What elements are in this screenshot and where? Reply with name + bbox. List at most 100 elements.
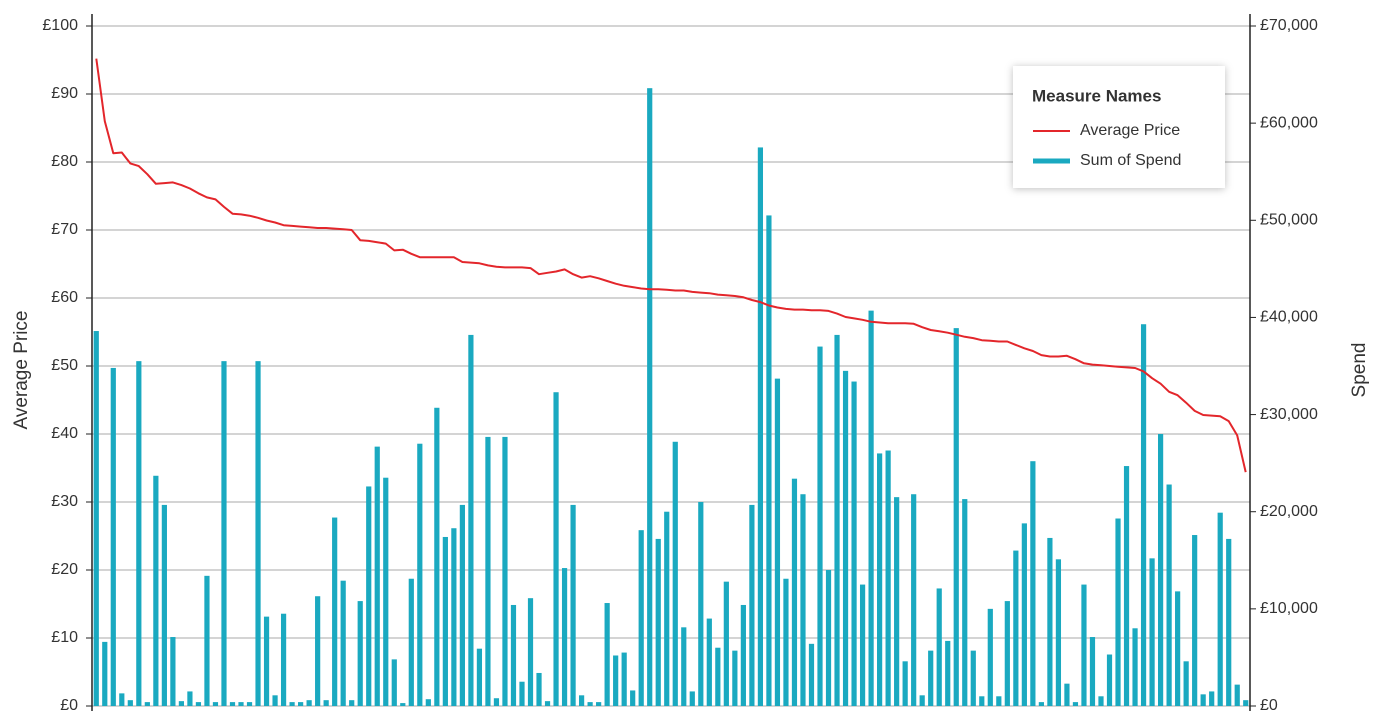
- bar: [996, 696, 1002, 706]
- bar: [783, 578, 789, 706]
- bar: [502, 436, 508, 706]
- bar: [1192, 535, 1198, 706]
- y-tick-label: £30: [51, 493, 78, 510]
- y-axis-title: Average Price: [11, 311, 32, 430]
- bar: [851, 381, 857, 706]
- legend-label: Sum of Spend: [1080, 152, 1181, 169]
- legend: Measure Names Average Price Sum of Spend: [1013, 66, 1225, 188]
- bar: [459, 504, 465, 706]
- bar: [527, 598, 534, 706]
- y-tick-label: £100: [42, 17, 78, 34]
- bar: [1038, 702, 1044, 706]
- ticks: £0 £10 £20 £30 £40 £50 £60 £70 £80 £90 £100 £0 £10,0…: [42, 17, 1318, 711]
- bar: [1098, 696, 1104, 706]
- bar: [1234, 684, 1240, 706]
- bar: [689, 691, 695, 706]
- bar: [1072, 702, 1079, 706]
- bar: [859, 584, 866, 706]
- y2-tick-label: £50,000: [1260, 212, 1318, 229]
- bar: [638, 530, 644, 706]
- bar: [791, 478, 798, 706]
- bar: [561, 568, 568, 706]
- bar: [442, 536, 448, 706]
- bar: [383, 477, 389, 706]
- bar: [391, 659, 397, 706]
- bar: [349, 700, 355, 706]
- bar: [732, 650, 738, 706]
- bar: [902, 661, 908, 706]
- bar: [161, 504, 167, 706]
- bar: [953, 328, 959, 706]
- y2-tick-label: £60,000: [1260, 114, 1318, 131]
- y2-tick-label: £20,000: [1260, 503, 1318, 520]
- bar: [587, 702, 593, 706]
- y2-tick-label: £30,000: [1260, 406, 1318, 423]
- bar: [1132, 628, 1138, 706]
- y-tick-label: £0: [60, 697, 78, 711]
- bar: [1106, 654, 1113, 706]
- bar: [136, 361, 142, 706]
- bar: [1149, 558, 1155, 706]
- bar: [928, 650, 934, 706]
- bar: [400, 703, 406, 706]
- bar: [229, 702, 236, 706]
- bar: [178, 701, 185, 706]
- bar: [723, 581, 729, 706]
- bar: [962, 499, 968, 706]
- bar: [451, 528, 457, 706]
- y-tick-label: £70: [51, 221, 78, 238]
- bar: [1115, 518, 1121, 706]
- bar: [1200, 694, 1206, 706]
- bar: [1081, 584, 1087, 706]
- bar: [766, 215, 772, 706]
- bar: [221, 361, 227, 706]
- y-tick-label: £50: [51, 357, 78, 374]
- bar: [102, 641, 108, 706]
- bar: [979, 696, 985, 706]
- bar: [374, 446, 380, 706]
- bar: [246, 702, 253, 706]
- y2-tick-label: £70,000: [1260, 17, 1318, 34]
- bar: [1030, 461, 1036, 706]
- bar: [332, 517, 338, 706]
- y-tick-label: £80: [51, 153, 78, 170]
- bar: [1089, 637, 1096, 706]
- bar: [894, 497, 900, 706]
- bars: [93, 88, 1249, 706]
- legend-title: Measure Names: [1032, 86, 1161, 105]
- bar: [706, 618, 712, 706]
- bar: [1157, 434, 1164, 706]
- legend-label: Average Price: [1080, 122, 1180, 139]
- bar: [366, 486, 372, 706]
- y-tick-label: £20: [51, 561, 78, 578]
- bar: [238, 702, 244, 706]
- bar: [1123, 466, 1130, 706]
- bar: [868, 310, 874, 706]
- bar: [204, 575, 210, 706]
- bar: [1226, 538, 1232, 706]
- bar: [1055, 559, 1062, 706]
- bar: [187, 691, 193, 706]
- bar: [808, 643, 815, 706]
- bar: [1140, 324, 1147, 706]
- bar: [970, 650, 976, 706]
- bar: [298, 702, 304, 706]
- bar: [127, 700, 133, 706]
- bar: [144, 702, 150, 706]
- bar: [877, 453, 883, 706]
- y-tick-label: £40: [51, 425, 78, 442]
- bar: [578, 695, 585, 706]
- bar: [919, 695, 925, 706]
- bar: [1013, 550, 1019, 706]
- bar: [911, 494, 917, 706]
- bar: [315, 596, 321, 706]
- bar: [1166, 484, 1172, 706]
- bar: [110, 367, 116, 706]
- bar: [544, 701, 551, 706]
- bar: [485, 436, 491, 706]
- bar: [655, 538, 661, 706]
- legend-box: [1013, 66, 1225, 188]
- bar: [604, 603, 610, 706]
- bar: [272, 695, 278, 706]
